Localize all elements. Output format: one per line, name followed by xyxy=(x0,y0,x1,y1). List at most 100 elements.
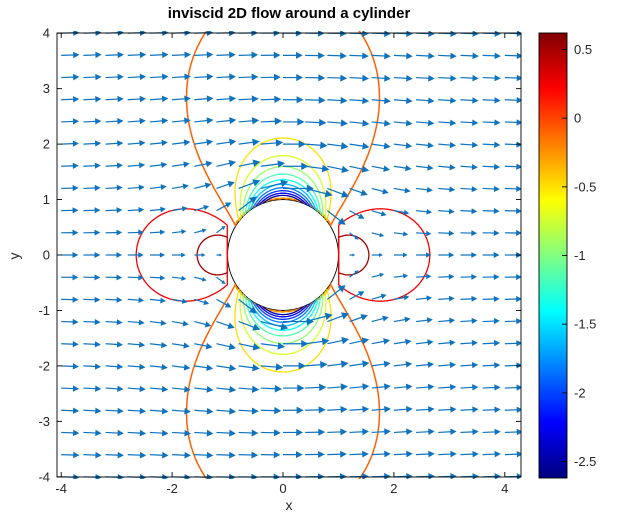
velocity-arrow-head xyxy=(73,73,80,81)
velocity-arrow-head xyxy=(428,428,435,436)
cylinder-body xyxy=(227,199,339,311)
velocity-arrow-head xyxy=(95,385,102,392)
velocity-arrow-head xyxy=(449,317,456,324)
velocity-arrow-head xyxy=(318,96,326,104)
velocity-arrow-head xyxy=(296,451,303,459)
velocity-arrow-head xyxy=(229,117,237,125)
velocity-arrow-head xyxy=(252,179,261,187)
x-tick-label: 2 xyxy=(390,481,397,496)
velocity-arrow-head xyxy=(516,31,521,37)
velocity-arrow-head xyxy=(73,429,80,437)
velocity-arrow-head xyxy=(117,140,124,147)
velocity-arrow-head xyxy=(297,384,305,392)
velocity-arrow-head xyxy=(471,273,478,280)
velocity-arrow-head xyxy=(94,363,102,370)
velocity-arrow-head xyxy=(94,140,102,147)
velocity-arrow-head xyxy=(471,252,477,258)
velocity-arrow-head xyxy=(117,73,124,81)
velocity-arrow-head xyxy=(494,141,501,148)
velocity-arrow-head xyxy=(73,473,80,479)
velocity-arrow-head xyxy=(181,298,188,304)
velocity-arrow-head xyxy=(516,52,521,60)
velocity-arrow-head xyxy=(139,407,147,415)
velocity-arrow-head xyxy=(320,141,328,149)
velocity-arrow-head xyxy=(384,405,391,413)
velocity-arrow-head xyxy=(295,473,303,479)
velocity-arrow-head xyxy=(472,428,479,436)
velocity-arrow-head xyxy=(406,428,413,436)
velocity-arrow-head xyxy=(383,383,391,391)
velocity-arrow-head xyxy=(251,385,260,393)
velocity-arrow xyxy=(260,320,285,329)
velocity-arrow-head xyxy=(494,119,501,126)
velocity-arrow-head xyxy=(72,184,79,192)
velocity-arrow-head xyxy=(428,406,435,413)
velocity-arrow-head xyxy=(298,140,306,148)
velocity-arrow-head xyxy=(139,139,146,147)
velocity-arrow-head xyxy=(450,473,457,479)
velocity-arrow-head xyxy=(251,407,259,415)
velocity-arrow-head xyxy=(471,339,478,347)
velocity-arrow-head xyxy=(360,314,368,321)
velocity-arrow xyxy=(260,343,282,347)
cylinder xyxy=(227,199,339,311)
velocity-arrow-head xyxy=(516,119,521,126)
velocity-arrow-head xyxy=(159,252,166,258)
velocity-arrow-head xyxy=(73,451,80,459)
velocity-arrow-head xyxy=(117,95,124,103)
velocity-arrow-head xyxy=(362,142,370,150)
velocity-arrow-head xyxy=(426,230,432,237)
velocity-arrow-head xyxy=(95,95,102,103)
velocity-arrow-head xyxy=(274,384,283,393)
velocity-arrow-head xyxy=(184,407,191,415)
velocity-arrow-head xyxy=(380,293,387,299)
y-axis-label: y xyxy=(6,252,22,260)
velocity-arrow xyxy=(305,315,329,323)
velocity-arrow-head xyxy=(516,229,521,237)
y-tick-label: 2 xyxy=(43,137,50,152)
velocity-arrow-head xyxy=(472,119,479,126)
velocity-arrow-head xyxy=(72,318,79,326)
velocity-arrow-head xyxy=(494,52,501,60)
velocity-arrow-head xyxy=(494,31,501,37)
velocity-arrow-head xyxy=(516,473,521,479)
x-tick-label: 4 xyxy=(501,481,508,496)
velocity-arrow-head xyxy=(406,74,413,82)
velocity-arrow-head xyxy=(117,407,124,415)
velocity-arrow-head xyxy=(162,73,169,81)
velocity-arrow-head xyxy=(321,164,330,173)
velocity-arrow-head xyxy=(384,450,391,458)
velocity-arrow-head xyxy=(184,51,191,59)
contour-line xyxy=(239,291,327,356)
velocity-arrow-head xyxy=(219,253,223,257)
velocity-arrow-head xyxy=(301,339,309,348)
velocity-arrow-head xyxy=(493,252,500,258)
velocity-arrow-head xyxy=(160,206,166,213)
velocity-arrow-head xyxy=(201,253,206,257)
velocity-arrow-head xyxy=(321,337,330,346)
velocity-arrow-head xyxy=(403,209,410,216)
velocity-arrow-head xyxy=(72,162,79,169)
velocity-arrow-head xyxy=(251,31,258,37)
contour-line xyxy=(244,295,322,337)
velocity-arrow-head xyxy=(117,473,125,479)
velocity-arrow-head xyxy=(251,117,260,125)
velocity-arrow-head xyxy=(402,273,409,279)
velocity-arrow-head xyxy=(295,31,303,37)
velocity-arrow-head xyxy=(138,252,144,258)
velocity-arrow-head xyxy=(95,429,102,437)
velocity-arrow-head xyxy=(229,73,236,81)
velocity-arrow-head xyxy=(296,406,304,414)
velocity-arrow-head xyxy=(139,363,146,371)
velocity-arrow-head xyxy=(181,206,188,212)
velocity-arrow-head xyxy=(251,451,259,459)
velocity-arrow-head xyxy=(362,383,370,391)
velocity-arrow-head xyxy=(516,340,521,347)
velocity-arrow-head xyxy=(405,383,413,391)
velocity-arrow-head xyxy=(449,141,457,149)
velocity-arrow-head xyxy=(201,228,207,233)
velocity-arrow-head xyxy=(317,473,325,479)
velocity-arrow-head xyxy=(206,117,214,124)
velocity-arrow-head xyxy=(318,52,325,60)
y-tick-label: 1 xyxy=(43,192,50,207)
